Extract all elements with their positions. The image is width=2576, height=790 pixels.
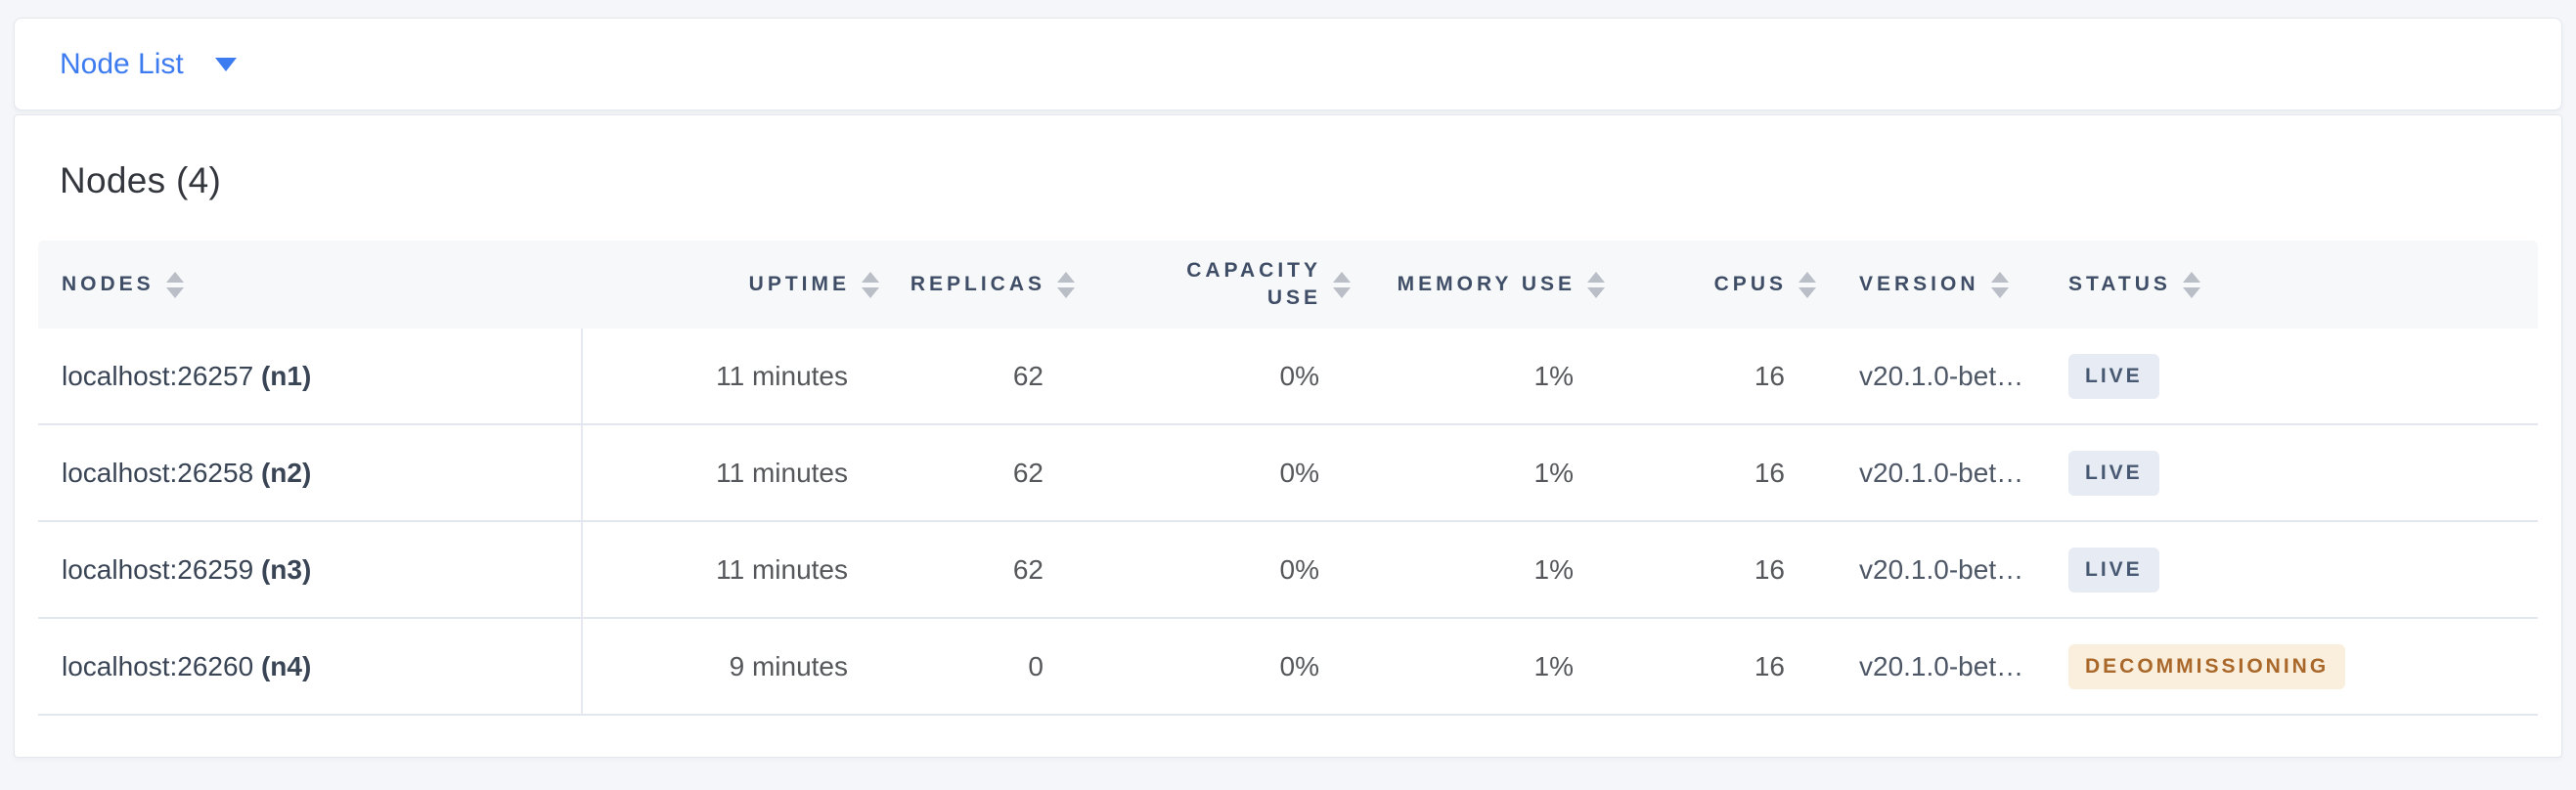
- replicas-cell: 62: [889, 424, 1085, 522]
- column-header-cpus[interactable]: CPUs: [1615, 241, 1826, 329]
- column-header-uptime[interactable]: Uptime: [582, 241, 889, 329]
- sort-arrows-icon: [165, 271, 184, 298]
- memory-use-cell: 1%: [1360, 618, 1615, 716]
- status-cell: DECOMMISSIONING: [2055, 618, 2538, 716]
- replicas-cell: 62: [889, 329, 1085, 425]
- caret-down-icon: [214, 57, 237, 71]
- node-address-cell: localhost:26260 (n4): [38, 618, 583, 716]
- node-list-dropdown-label: Node List: [60, 47, 184, 80]
- table-row-node-3: localhost:26259 (n3) 11 minutes 62 0% 1%…: [38, 521, 2538, 619]
- version-cell: v20.1.0-bet…: [1826, 521, 2055, 619]
- node-list-dropdown[interactable]: Node List: [60, 48, 237, 81]
- cpus-cell: 16: [1615, 618, 1826, 716]
- replicas-cell: 0: [889, 618, 1085, 716]
- column-header-capacity-use[interactable]: Capacity Use: [1085, 241, 1360, 329]
- uptime-cell: 9 minutes: [582, 618, 889, 716]
- sort-arrows-icon: [1799, 271, 1816, 298]
- view-selector-bar: Node List: [14, 18, 2562, 110]
- nodes-table: Nodes Uptime Replicas: [38, 241, 2538, 716]
- sort-arrows-icon: [1333, 271, 1351, 298]
- status-cell: LIVE: [2055, 424, 2538, 522]
- uptime-cell: 11 minutes: [582, 424, 889, 522]
- column-header-status[interactable]: Status: [2055, 241, 2538, 329]
- memory-use-cell: 1%: [1360, 424, 1615, 522]
- sort-arrows-icon: [2182, 271, 2200, 298]
- sort-arrows-icon: [1990, 271, 2009, 298]
- capacity-use-cell: 0%: [1085, 618, 1360, 716]
- node-address-cell: localhost:26258 (n2): [38, 424, 583, 522]
- status-badge-live: LIVE: [2068, 450, 2159, 496]
- version-cell: v20.1.0-bet…: [1826, 618, 2055, 716]
- table-row-node-2: localhost:26258 (n2) 11 minutes 62 0% 1%…: [38, 424, 2538, 522]
- version-cell: v20.1.0-bet…: [1826, 424, 2055, 522]
- node-id: (n4): [260, 650, 312, 681]
- sort-arrows-icon: [1587, 271, 1605, 298]
- version-cell: v20.1.0-bet…: [1826, 329, 2055, 425]
- status-cell: LIVE: [2055, 329, 2538, 425]
- cpus-cell: 16: [1615, 521, 1826, 619]
- status-badge-decommissioning: DECOMMISSIONING: [2068, 643, 2346, 689]
- node-address-cell: localhost:26259 (n3): [38, 521, 583, 619]
- table-row-node-1: localhost:26257 (n1) 11 minutes 62 0% 1%…: [38, 329, 2538, 425]
- column-header-replicas[interactable]: Replicas: [889, 241, 1085, 329]
- uptime-cell: 11 minutes: [582, 521, 889, 619]
- status-cell: LIVE: [2055, 521, 2538, 619]
- uptime-cell: 11 minutes: [582, 329, 889, 425]
- node-id: (n1): [260, 360, 312, 391]
- sort-arrows-icon: [1057, 271, 1075, 298]
- status-badge-live: LIVE: [2068, 353, 2159, 399]
- page-title: Nodes (4): [60, 160, 222, 200]
- sort-arrows-icon: [862, 271, 879, 298]
- table-header-row: Nodes Uptime Replicas: [38, 241, 2538, 329]
- nodes-card: Nodes (4) Nodes Uptim: [14, 114, 2562, 758]
- capacity-use-cell: 0%: [1085, 424, 1360, 522]
- column-header-memory-use[interactable]: Memory Use: [1360, 241, 1615, 329]
- memory-use-cell: 1%: [1360, 329, 1615, 425]
- column-header-version[interactable]: Version: [1826, 241, 2055, 329]
- column-header-nodes[interactable]: Nodes: [38, 241, 582, 329]
- capacity-use-cell: 0%: [1085, 329, 1360, 425]
- node-address-cell: localhost:26257 (n1): [38, 329, 583, 425]
- memory-use-cell: 1%: [1360, 521, 1615, 619]
- node-id: (n3): [260, 553, 312, 585]
- node-id: (n2): [260, 457, 312, 488]
- capacity-use-cell: 0%: [1085, 521, 1360, 619]
- replicas-cell: 62: [889, 521, 1085, 619]
- status-badge-live: LIVE: [2068, 547, 2159, 592]
- table-row-node-4: localhost:26260 (n4) 9 minutes 0 0% 1% 1…: [38, 618, 2538, 716]
- cpus-cell: 16: [1615, 424, 1826, 522]
- cpus-cell: 16: [1615, 329, 1826, 425]
